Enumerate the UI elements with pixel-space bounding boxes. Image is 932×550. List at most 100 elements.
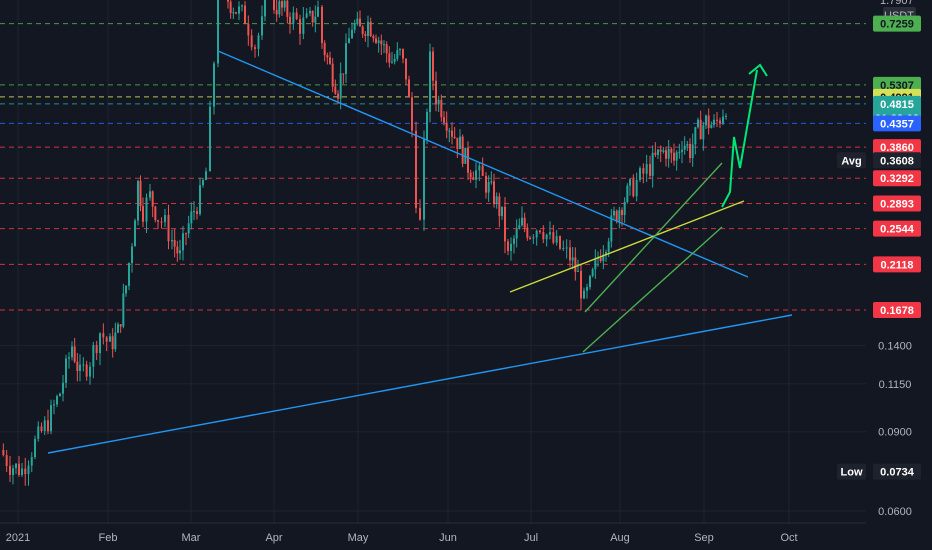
time-axis[interactable]: 2021 Feb Mar Apr May Jun Jul Aug Sep Oct — [0, 522, 866, 544]
candle-body — [673, 152, 675, 161]
candle-body — [722, 116, 724, 124]
candle-body — [43, 420, 46, 431]
candle-body — [193, 211, 195, 213]
candle-body — [490, 181, 493, 183]
price-tag: 0.2118 — [873, 256, 921, 273]
price-tags: 1.2444High1.08170.72590.53070.49910.4815… — [837, 15, 921, 480]
candle-body — [694, 127, 697, 145]
candle-body — [388, 53, 391, 63]
candle-body — [542, 232, 545, 240]
candle-body — [689, 143, 691, 158]
y-tick-label: 0.1400 — [878, 340, 912, 352]
candle-body — [185, 233, 187, 235]
candle-body — [485, 175, 487, 193]
candle-body — [109, 336, 111, 342]
candle-body — [361, 26, 364, 35]
candle-body — [383, 44, 385, 46]
price-tag-value: 0.0734 — [880, 467, 915, 479]
candle-body — [501, 206, 503, 217]
candle-body — [273, 0, 275, 10]
candle-body — [164, 215, 166, 223]
candle-body — [15, 463, 17, 469]
candle-body — [639, 168, 641, 180]
candle-body — [615, 210, 618, 222]
candle-body — [292, 12, 295, 24]
candle-body — [495, 196, 498, 205]
candle-body — [415, 130, 417, 209]
candle-body — [629, 179, 631, 186]
candle-body — [443, 117, 445, 123]
candle-body — [142, 206, 144, 222]
x-tick-label: Feb — [99, 532, 118, 544]
candle-body — [18, 463, 20, 476]
candle-body — [565, 247, 568, 249]
candle-body — [364, 34, 367, 36]
x-tick-label: Oct — [780, 532, 797, 544]
candle-body — [469, 172, 472, 178]
price-tag: 0.1678 — [873, 301, 921, 318]
candle-body — [286, 0, 289, 17]
yellow-channel-line[interactable] — [509, 200, 745, 293]
candle-body — [145, 197, 148, 222]
candle-body — [56, 396, 58, 405]
candle-body — [190, 211, 193, 224]
candle-body — [426, 111, 428, 140]
candle-body — [73, 346, 76, 362]
price-tag: 0.4357 — [873, 115, 921, 132]
candle-body — [719, 120, 721, 124]
candle-body — [391, 61, 393, 63]
candle-body — [618, 210, 621, 222]
candle-body — [435, 80, 437, 105]
candle-body — [79, 364, 81, 371]
candle-body — [257, 35, 260, 49]
candle-body — [507, 241, 509, 251]
candle-body — [635, 179, 638, 197]
candle-body — [50, 405, 52, 432]
candle-body — [526, 227, 529, 238]
green-channel-upper[interactable] — [584, 162, 723, 313]
candle-body — [131, 246, 133, 264]
top-partial-tick: 1.7907 — [880, 0, 914, 7]
candle-body — [448, 130, 451, 132]
candle-body — [632, 179, 635, 197]
candle-body — [331, 63, 334, 87]
x-tick-label: Sep — [694, 532, 714, 544]
candle-body — [670, 148, 673, 153]
candle-body — [295, 12, 298, 20]
candle-body — [411, 97, 413, 131]
descending-trendline[interactable] — [217, 50, 749, 278]
price-tag-label: Low — [841, 467, 863, 479]
price-tag-value: 0.5307 — [880, 80, 914, 92]
x-tick-label: Aug — [610, 532, 630, 544]
candle-body — [423, 139, 425, 220]
ascending-trendline[interactable] — [47, 314, 793, 454]
candle-body — [645, 163, 648, 174]
candle-body — [552, 232, 555, 243]
candle-body — [513, 238, 515, 244]
candle-body — [559, 236, 561, 249]
projection-arrow[interactable] — [721, 69, 758, 208]
candle-body — [399, 49, 401, 51]
candle-body — [535, 230, 538, 238]
price-tag: 0.3860 — [873, 139, 921, 156]
candle-body — [40, 426, 43, 431]
candle-body — [95, 345, 98, 354]
candle-body — [510, 243, 512, 251]
candle-body — [437, 99, 440, 105]
green-channel-lower[interactable] — [582, 226, 723, 353]
candle-body — [667, 148, 670, 159]
candle-body — [326, 55, 329, 58]
candle-body — [577, 270, 579, 272]
candle-body — [498, 196, 501, 217]
candle-body — [337, 93, 339, 99]
candle-body — [599, 257, 602, 262]
candle-body — [385, 44, 388, 54]
candle-body — [504, 206, 506, 242]
candle-body — [445, 122, 448, 131]
candle-body — [642, 168, 645, 174]
price-tag-value: 0.4815 — [880, 99, 914, 111]
candle-body — [37, 426, 40, 439]
arrow-head-icon — [748, 63, 768, 77]
candle-body — [321, 6, 323, 44]
